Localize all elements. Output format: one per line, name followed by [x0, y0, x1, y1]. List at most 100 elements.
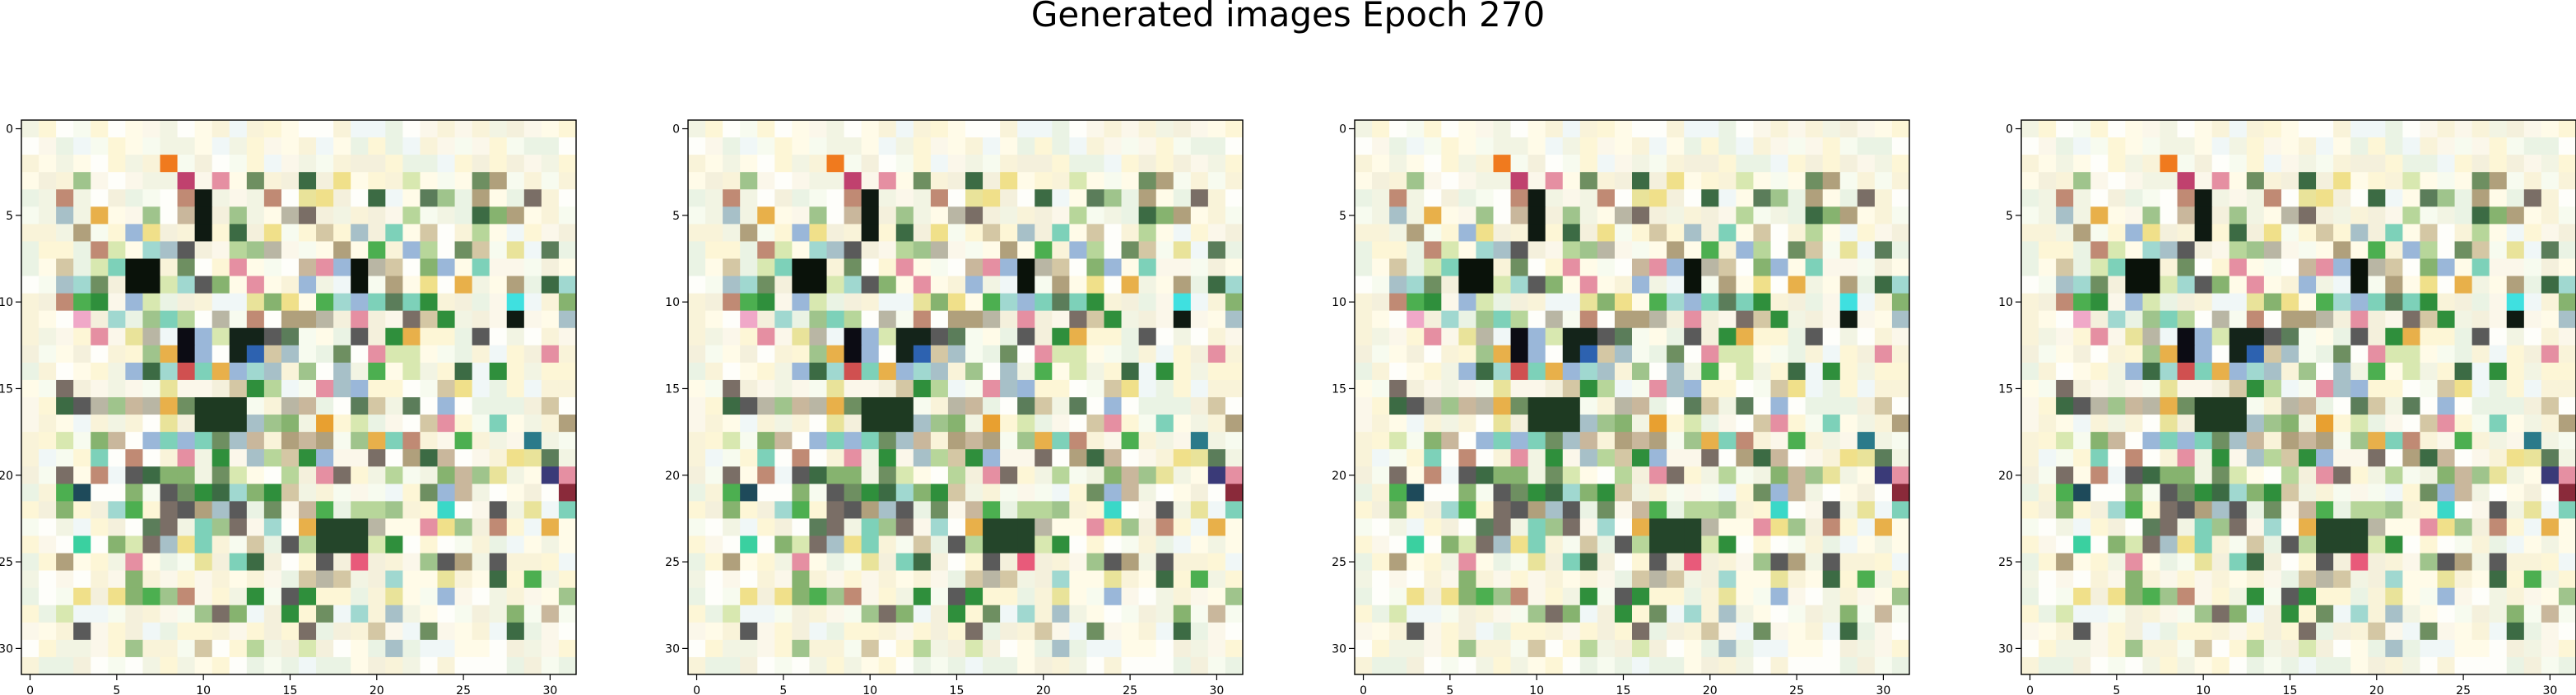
pixel-cell [2021, 449, 2039, 467]
pixel-cell [402, 155, 421, 173]
pixel-cell [1614, 432, 1633, 450]
pixel-cell [2177, 172, 2196, 190]
pixel-cell [947, 484, 966, 502]
pixel-cell [160, 293, 179, 312]
pixel-cell [489, 535, 508, 554]
pixel-cell [1476, 224, 1495, 243]
pixel-cell [2333, 587, 2351, 606]
pixel-cell [229, 258, 248, 277]
pixel-cell [437, 362, 456, 381]
pixel-cell [39, 345, 57, 364]
pixel-cell [73, 415, 91, 433]
pixel-cell [1207, 449, 1226, 467]
pixel-cell [2039, 310, 2057, 329]
pixel-cell [947, 189, 966, 207]
pixel-cell [1441, 466, 1459, 484]
pixel-cell [281, 432, 300, 450]
pixel-cell [194, 258, 213, 277]
y-tick-label: 10 [665, 296, 680, 309]
pixel-cell [1493, 622, 1512, 641]
pixel-cell [1355, 224, 1373, 243]
pixel-cell [1155, 501, 1174, 520]
pixel-cell [809, 466, 828, 484]
pixel-cell [792, 172, 811, 190]
pixel-cell [2368, 345, 2386, 364]
pixel-cell [558, 535, 577, 554]
pixel-cell [385, 484, 403, 502]
pixel-cell [774, 449, 793, 467]
pixel-cell [1684, 172, 1702, 190]
pixel-cell [2211, 449, 2230, 467]
pixel-cell [1562, 466, 1581, 484]
pixel-cell [844, 397, 863, 415]
pixel-cell [523, 241, 542, 260]
pixel-cell [2229, 345, 2248, 364]
pixel-cell [2316, 258, 2334, 277]
pixel-cell [2558, 622, 2576, 641]
pixel-cell [160, 241, 179, 260]
pixel-cell [2541, 587, 2560, 606]
pixel-cell [1579, 553, 1598, 572]
pixel-cell [1458, 362, 1477, 381]
pixel-cell [1736, 241, 1755, 260]
pixel-cell [1701, 466, 1719, 484]
pixel-cell [2108, 587, 2126, 606]
pixel-cell [1424, 327, 1442, 346]
pixel-cell [125, 415, 144, 433]
pixel-cell [861, 189, 880, 207]
pixel-cell [1753, 639, 1772, 658]
pixel-cell [177, 570, 196, 589]
pixel-cell [2523, 518, 2542, 537]
pixel-cell [878, 622, 897, 641]
pixel-cell [2229, 293, 2248, 312]
pixel-cell [844, 155, 863, 173]
pixel-cell [757, 155, 775, 173]
pixel-cell [541, 518, 560, 537]
pixel-cell [1407, 189, 1425, 207]
pixel-cell [1632, 553, 1650, 572]
pixel-cell [861, 432, 880, 450]
pixel-cell [1527, 276, 1546, 294]
x-tick-label: 5 [1446, 684, 1453, 695]
pixel-cell [1190, 189, 1209, 207]
pixel-cell [878, 449, 897, 467]
pixel-cell [2506, 155, 2525, 173]
pixel-cell [1562, 535, 1581, 554]
pixel-cell [402, 172, 421, 190]
pixel-cell [1155, 415, 1174, 433]
pixel-cell [229, 518, 248, 537]
pixel-cell [1667, 501, 1685, 520]
pixel-cell [1805, 327, 1824, 346]
pixel-cell [420, 501, 439, 520]
pixel-cell [472, 535, 491, 554]
pixel-cell [2350, 501, 2369, 520]
pixel-cell [91, 622, 109, 641]
pixel-cell [2142, 189, 2161, 207]
pixel-cell [2523, 172, 2542, 190]
pixel-cell [895, 484, 914, 502]
pixel-cell [2558, 484, 2576, 502]
pixel-cell [1788, 206, 1806, 225]
pixel-cell [1173, 310, 1192, 329]
pixel-cell [1562, 189, 1581, 207]
pixel-cell [91, 570, 109, 589]
pixel-cell [212, 379, 230, 398]
pixel-cell [246, 327, 265, 346]
pixel-cell [21, 622, 40, 641]
pixel-cell [2333, 345, 2351, 364]
pixel-cell [39, 206, 57, 225]
pixel-cell [2350, 535, 2369, 554]
pixel-cell [351, 518, 369, 537]
pixel-cell [2420, 310, 2439, 329]
pixel-cell [844, 137, 863, 155]
pixel-cell [1753, 397, 1772, 415]
pixel-cell [1104, 224, 1123, 243]
pixel-cell [1545, 415, 1564, 433]
pixel-cell [2142, 415, 2161, 433]
pixel-cell [1441, 553, 1459, 572]
pixel-cell [194, 379, 213, 398]
pixel-cell [1753, 310, 1772, 329]
pixel-cell [2437, 345, 2456, 364]
pixel-cell [2299, 656, 2317, 675]
pixel-cell [1597, 553, 1616, 572]
